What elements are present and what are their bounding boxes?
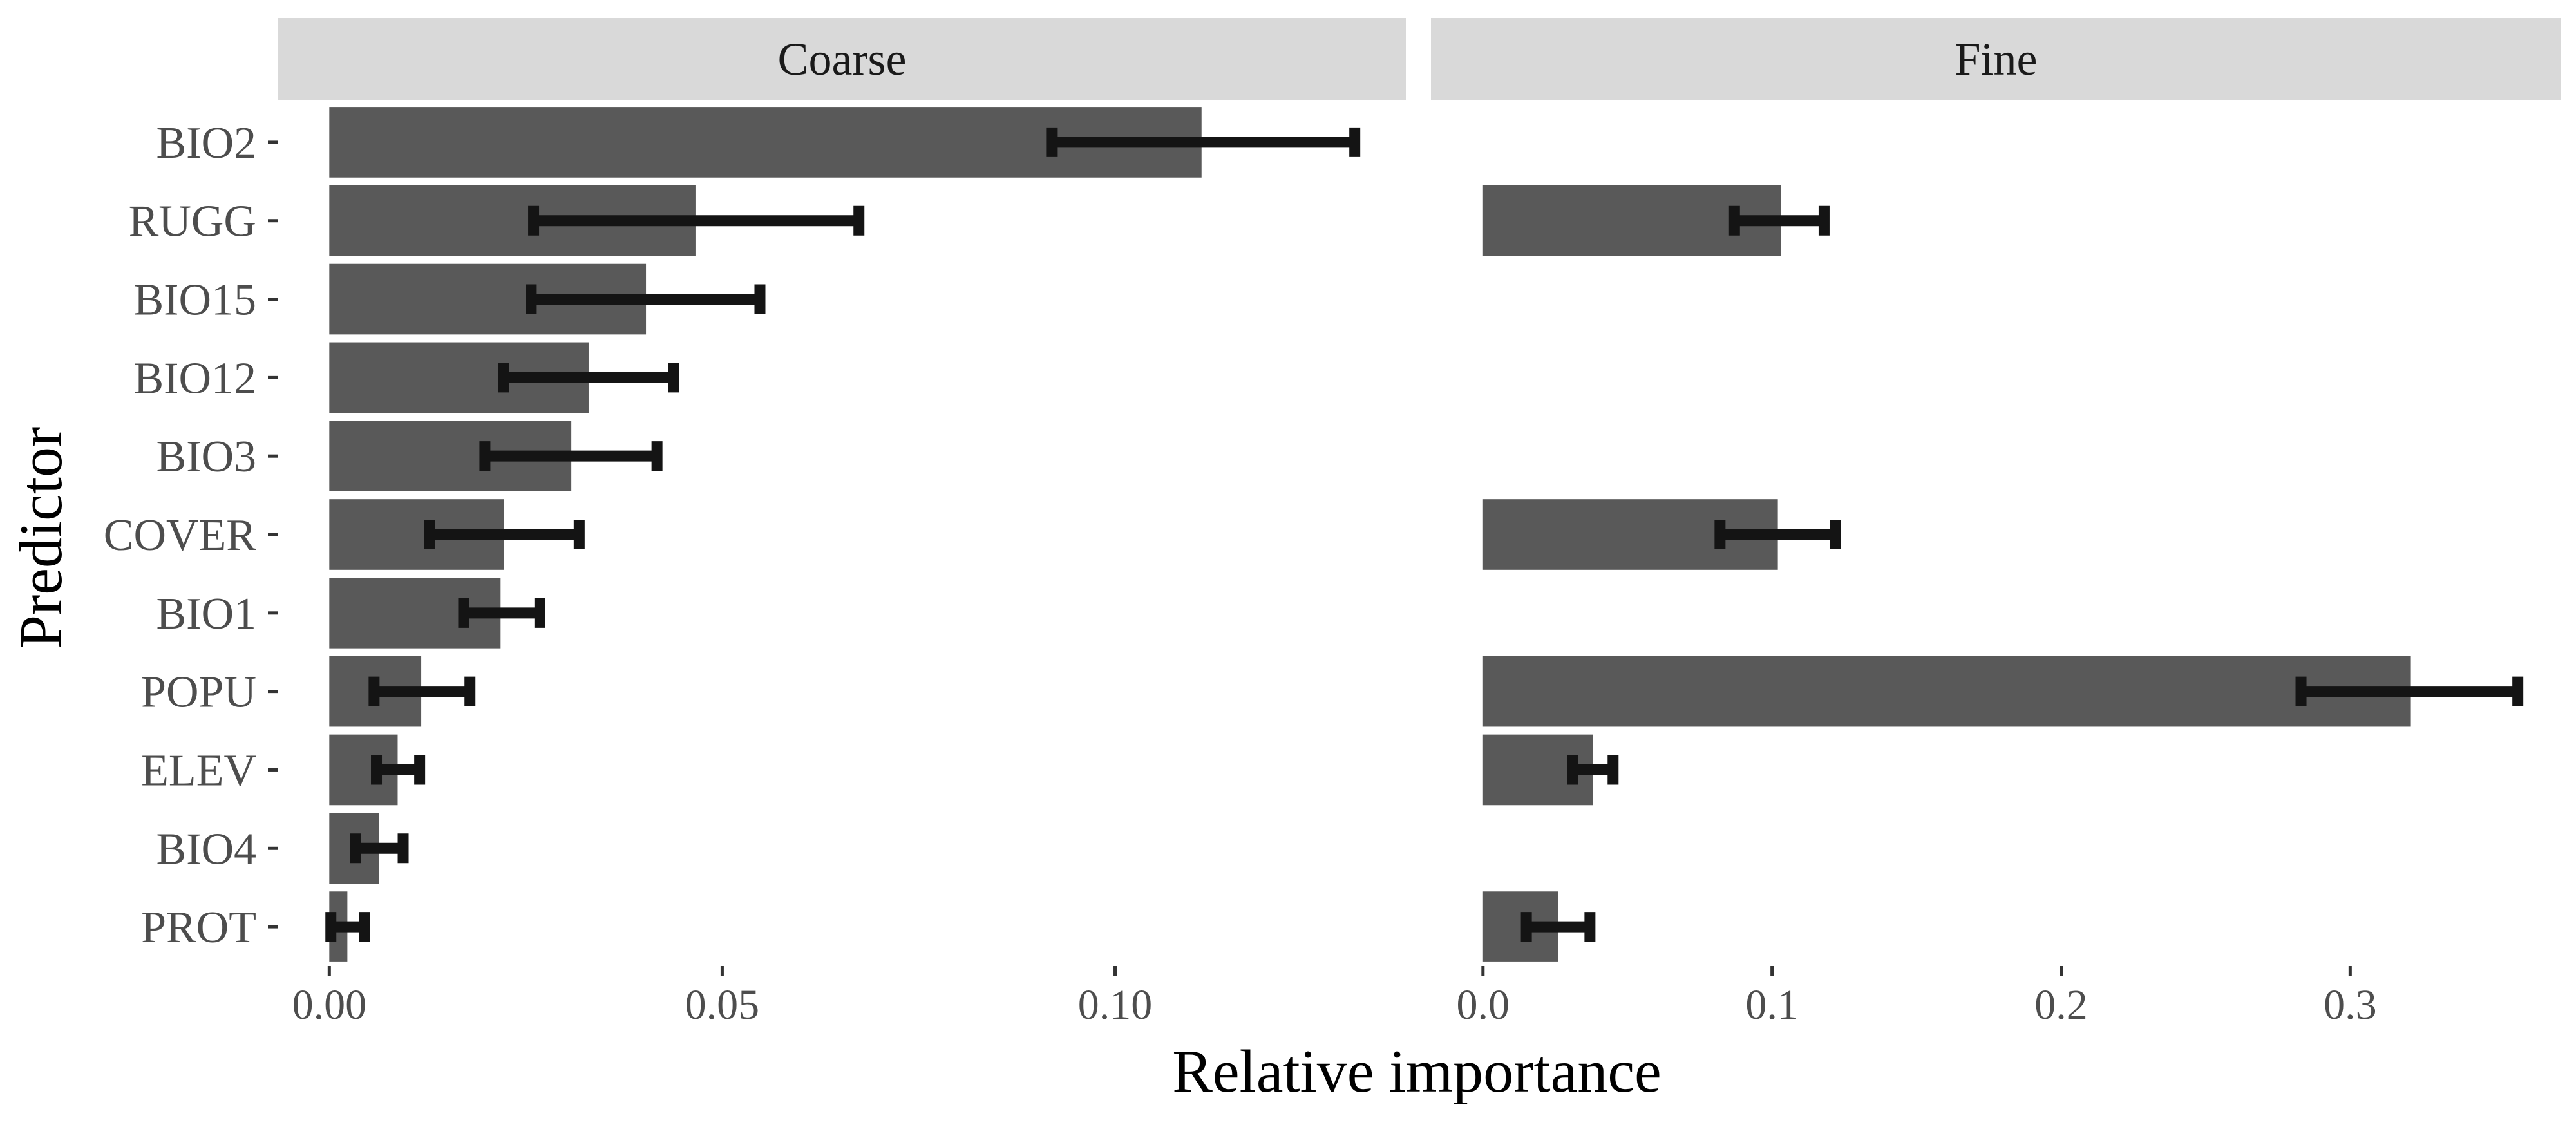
panel-coarse: Coarse 0.00 0.05 0.10	[278, 18, 1406, 1028]
panel-strip-fine	[1431, 18, 2561, 100]
errorbar-coarse-cover	[424, 520, 585, 549]
x-tick-label-fine: 0.1	[1745, 981, 1799, 1028]
errorbar-coarse-prot	[325, 912, 370, 942]
y-tick-label-bio4: BIO4	[156, 824, 256, 874]
x-tick-label-coarse: 0.05	[685, 981, 760, 1028]
errorbar-coarse-bio15	[526, 284, 766, 314]
y-tick-label-prot: PROT	[141, 903, 256, 952]
bar-fine-popu	[1482, 656, 2411, 727]
y-tick-label-bio2: BIO2	[156, 118, 256, 168]
panel-fine: Fine 0.0 0.1 0.2 0.3	[1431, 18, 2561, 1028]
errorbar-fine-prot	[1520, 912, 1596, 942]
errorbar-coarse-bio4	[350, 833, 409, 864]
errorbar-coarse-bio2	[1046, 127, 1361, 157]
errorbar-fine-rugg	[1728, 205, 1830, 236]
errorbar-fine-popu	[2295, 676, 2524, 706]
y-tick-label-cover: COVER	[104, 511, 257, 560]
y-tick-label-bio3: BIO3	[156, 432, 256, 482]
x-tick-label-fine: 0.3	[2324, 981, 2377, 1028]
y-tick-label-bio15: BIO15	[133, 276, 256, 325]
errorbar-fine-elev	[1567, 755, 1619, 785]
y-tick-label-bio12: BIO12	[133, 354, 256, 403]
panel-title-coarse: Coarse	[778, 33, 907, 85]
errorbar-fine-cover	[1714, 520, 1841, 549]
x-tick-label-coarse: 0.10	[1078, 981, 1153, 1028]
errorbar-coarse-rugg	[528, 205, 865, 236]
panel-title-fine: Fine	[1955, 33, 2037, 85]
x-tick-label-coarse: 0.00	[292, 981, 367, 1028]
panel-strip-coarse	[278, 18, 1406, 100]
y-axis-title: Predictor	[8, 427, 75, 649]
x-tick-label-fine: 0.0	[1457, 981, 1510, 1028]
y-tick-label-elev: ELEV	[141, 746, 256, 795]
y-tick-label-bio1: BIO1	[156, 589, 256, 639]
errorbar-coarse-bio3	[479, 441, 663, 471]
x-tick-label-fine: 0.2	[2034, 981, 2088, 1028]
errorbar-coarse-bio1	[458, 598, 545, 628]
y-tick-label-rugg: RUGG	[129, 197, 256, 247]
x-axis-title: Relative importance	[1172, 1038, 1662, 1105]
errorbar-coarse-elev	[371, 755, 426, 785]
y-tick-label-popu: POPU	[141, 668, 256, 717]
errorbar-coarse-bio12	[498, 363, 679, 393]
errorbar-coarse-popu	[368, 676, 476, 706]
